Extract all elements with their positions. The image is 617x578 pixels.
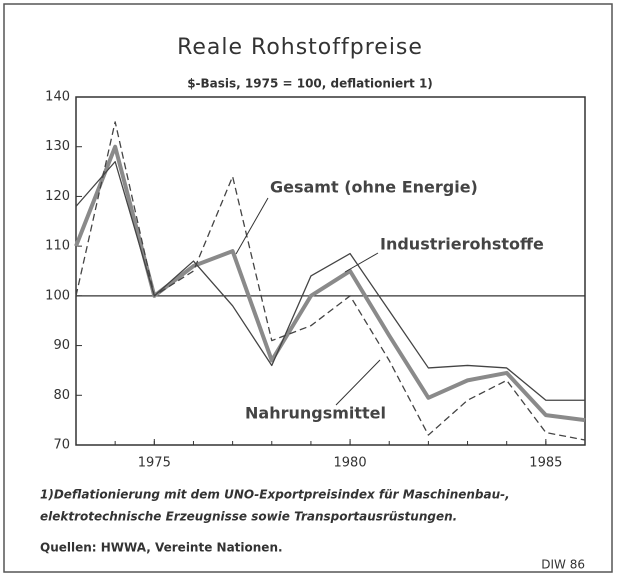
y-tick-label: 110	[45, 239, 70, 254]
footnote: 1)Deflationierung mit dem UNO-Exportprei…	[40, 488, 510, 502]
leader-line	[344, 252, 379, 273]
y-tick-label: 90	[53, 338, 70, 353]
plot-area	[75, 96, 586, 446]
series-line	[75, 160, 585, 401]
x-tick-label: 1975	[138, 456, 171, 471]
credit: DIW 86	[541, 558, 585, 572]
frame	[3, 3, 613, 573]
source: Quellen: HWWA, Vereinte Nationen.	[40, 541, 283, 555]
x-tick-label: 1985	[529, 456, 562, 471]
chart-subtitle: $-Basis, 1975 = 100, deflationiert 1)	[187, 77, 433, 91]
y-tick-label: 140	[45, 90, 70, 105]
series-label: Industrierohstoffe	[380, 235, 544, 254]
leader-line	[335, 359, 381, 406]
y-tick-label: 80	[53, 388, 70, 403]
series-line	[75, 121, 586, 441]
y-tick-label: 70	[53, 438, 70, 453]
chart-title: Reale Rohstoffpreise	[177, 35, 423, 60]
leader-line	[235, 197, 269, 255]
x-tick-label: 1980	[334, 456, 367, 471]
y-tick-label: 120	[45, 189, 70, 204]
footnote: elektrotechnische Erzeugnisse sowie Tran…	[40, 510, 457, 524]
y-tick-label: 130	[45, 139, 70, 154]
series-label: Gesamt (ohne Energie)	[270, 178, 478, 197]
series-label: Nahrungsmittel	[245, 404, 386, 423]
y-tick-label: 100	[45, 288, 70, 303]
